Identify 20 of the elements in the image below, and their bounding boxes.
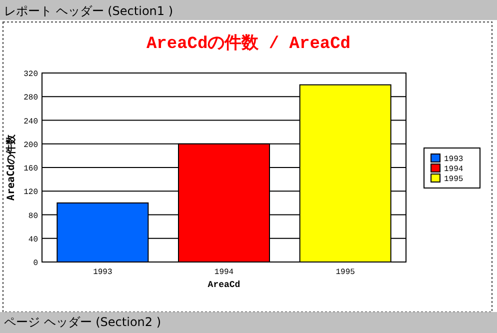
chart-title: AreaCdの件数 / AreaCd bbox=[146, 34, 351, 54]
text: ページ ヘッダー (Section2 ) bbox=[4, 315, 162, 329]
x-axis-title: AreaCd bbox=[208, 280, 240, 290]
y-tick-label: 240 bbox=[24, 117, 38, 126]
y-tick-label: 40 bbox=[28, 235, 38, 244]
y-tick-label: 80 bbox=[28, 212, 38, 221]
y-axis-title: AreaCdの件数 bbox=[5, 133, 17, 201]
legend-label: 1994 bbox=[444, 165, 464, 174]
x-tick-label: 1995 bbox=[336, 268, 356, 277]
y-tick-label: 120 bbox=[24, 188, 38, 198]
y-tick-label: 320 bbox=[24, 70, 38, 79]
y-tick-label: 160 bbox=[24, 164, 38, 174]
legend-label: 1993 bbox=[444, 155, 464, 164]
x-tick-label: 1993 bbox=[93, 268, 112, 277]
legend-label: 1995 bbox=[444, 175, 464, 184]
x-tick-label: 1994 bbox=[214, 268, 234, 277]
y-tick-label: 280 bbox=[24, 94, 38, 103]
y-tick-label: 0 bbox=[33, 259, 38, 268]
text: レポート ヘッダー (Section1 ) bbox=[4, 4, 174, 18]
y-tick-label: 200 bbox=[24, 140, 38, 150]
